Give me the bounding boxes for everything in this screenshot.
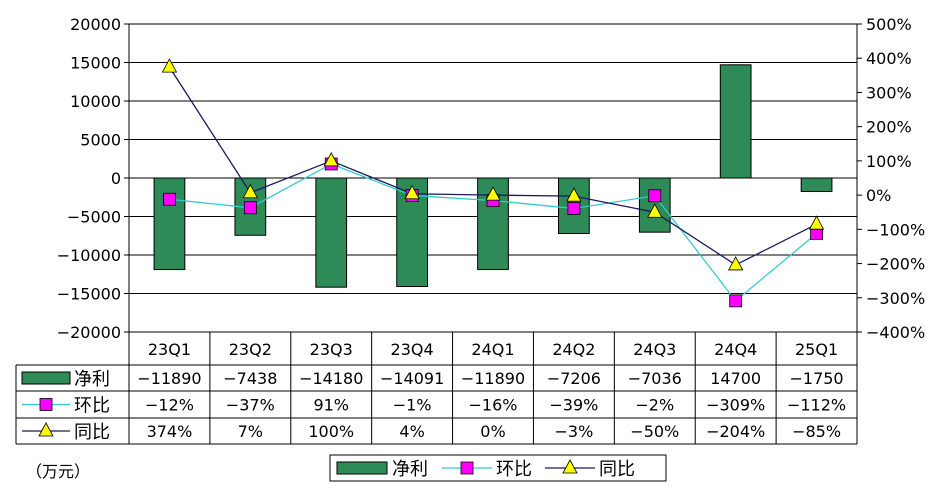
data-label: −11890 bbox=[137, 369, 201, 388]
left-axis-tick-label: 15000 bbox=[70, 54, 121, 73]
right-axis-tick-label: −300% bbox=[866, 289, 925, 308]
data-label: −37% bbox=[226, 396, 275, 415]
bar-layer bbox=[153, 64, 833, 288]
bar-25Q1 bbox=[800, 177, 833, 192]
x-tick-label: 25Q1 bbox=[795, 340, 838, 359]
right-axis-tick-label: 500% bbox=[866, 15, 912, 34]
x-tick-label: 24Q3 bbox=[633, 340, 676, 359]
x-tick-label: 24Q2 bbox=[552, 340, 595, 359]
legend: 净利 环比 同比 bbox=[329, 454, 667, 482]
bar-23Q3 bbox=[315, 177, 348, 288]
left-axis-tick-label: 20000 bbox=[70, 15, 121, 34]
left-axis-tick-label: 0 bbox=[111, 169, 121, 188]
table-row-label: 环比 bbox=[74, 396, 110, 417]
point-同比-25Q1 bbox=[808, 215, 825, 230]
data-label: −1% bbox=[393, 396, 432, 415]
point-环比-24Q2 bbox=[567, 202, 581, 215]
data-label: 4% bbox=[399, 422, 424, 441]
legend-label: 同比 bbox=[599, 459, 635, 480]
unit-label: （万元） bbox=[26, 462, 91, 481]
table-row-label: 净利 bbox=[74, 369, 110, 390]
data-label: −3% bbox=[554, 422, 593, 441]
data-label: −2% bbox=[635, 396, 674, 415]
x-tick-label: 24Q1 bbox=[471, 340, 514, 359]
left-axis-tick-label: −15000 bbox=[57, 285, 121, 304]
data-label: −14091 bbox=[380, 369, 444, 388]
point-同比-23Q3 bbox=[323, 152, 339, 167]
right-axis-tick-label: 0% bbox=[866, 186, 891, 205]
data-label: 14700 bbox=[710, 369, 761, 388]
x-tick-label: 23Q1 bbox=[148, 340, 191, 359]
point-同比-24Q1 bbox=[485, 186, 501, 201]
data-label: −309% bbox=[706, 396, 765, 415]
point-环比-23Q1 bbox=[163, 192, 176, 206]
data-label: −112% bbox=[787, 396, 846, 415]
data-label: −16% bbox=[469, 396, 518, 415]
bar-24Q4 bbox=[719, 64, 752, 179]
data-label: −7206 bbox=[547, 369, 601, 388]
data-label: 91% bbox=[313, 396, 349, 415]
point-同比-24Q4 bbox=[727, 256, 744, 271]
left-axis-tick-label: 10000 bbox=[70, 92, 121, 111]
legend-label: 净利 bbox=[392, 459, 428, 480]
data-label: −14180 bbox=[299, 369, 363, 388]
right-axis-tick-label: 300% bbox=[866, 83, 912, 102]
right-axis-tick-label: 200% bbox=[866, 118, 912, 137]
x-tick-label: 23Q3 bbox=[310, 340, 353, 359]
point-环比-23Q2 bbox=[243, 201, 257, 215]
data-label: 0% bbox=[480, 422, 505, 441]
legend-label: 环比 bbox=[496, 459, 532, 480]
left-axis-tick-label: 5000 bbox=[80, 131, 121, 150]
x-tick-label: 24Q4 bbox=[714, 340, 757, 359]
data-label: −12% bbox=[145, 396, 194, 415]
table-marker-同比 bbox=[38, 422, 54, 437]
left-axis-tick-label: −20000 bbox=[57, 323, 121, 342]
right-axis-tick-label: −400% bbox=[866, 323, 925, 342]
point-同比-23Q2 bbox=[242, 183, 259, 199]
data-label: −7036 bbox=[628, 369, 682, 388]
left-axis-tick-label: −10000 bbox=[57, 246, 121, 265]
left-axis-tick-label: −5000 bbox=[67, 208, 121, 227]
right-axis-tick-label: 100% bbox=[866, 152, 912, 171]
axis-layer: 20000 15000 10000 5000 0 −5000 −10000 −15000 −20… bbox=[57, 15, 925, 342]
legend-marker-环比 bbox=[460, 461, 474, 475]
data-label: −204% bbox=[706, 422, 765, 441]
legend-key-净利 bbox=[336, 461, 388, 475]
x-tick-label: 23Q4 bbox=[391, 340, 434, 359]
bar-23Q1 bbox=[153, 177, 186, 271]
line-layer bbox=[161, 58, 825, 308]
data-label: −85% bbox=[792, 422, 841, 441]
point-同比-24Q3 bbox=[647, 203, 663, 218]
point-同比-24Q2 bbox=[566, 187, 582, 202]
data-label: −50% bbox=[630, 422, 679, 441]
point-同比-23Q1 bbox=[161, 58, 178, 73]
table-marker-环比 bbox=[39, 398, 53, 411]
data-label: −1750 bbox=[789, 369, 843, 388]
point-环比-24Q4 bbox=[729, 294, 743, 308]
data-table: 23Q1 23Q2 23Q3 23Q4 24Q1 24Q2 24Q3 24Q4 25Q1 净利 −1… bbox=[15, 332, 858, 445]
x-tick-label: 23Q2 bbox=[229, 340, 272, 359]
right-axis-tick-label: −200% bbox=[866, 255, 925, 274]
data-label: 374% bbox=[147, 422, 193, 441]
table-row-label: 同比 bbox=[74, 422, 110, 443]
point-环比-24Q3 bbox=[648, 189, 662, 203]
data-label: −7438 bbox=[223, 369, 277, 388]
table-key-净利 bbox=[21, 371, 71, 385]
point-同比-23Q4 bbox=[404, 184, 420, 200]
data-label: 100% bbox=[308, 422, 354, 441]
data-label: −11890 bbox=[461, 369, 525, 388]
data-label: −39% bbox=[549, 396, 598, 415]
right-axis-tick-label: 400% bbox=[866, 49, 912, 68]
data-label: 7% bbox=[238, 422, 263, 441]
legend-marker-同比 bbox=[562, 459, 578, 474]
right-axis-tick-label: −100% bbox=[866, 220, 925, 239]
